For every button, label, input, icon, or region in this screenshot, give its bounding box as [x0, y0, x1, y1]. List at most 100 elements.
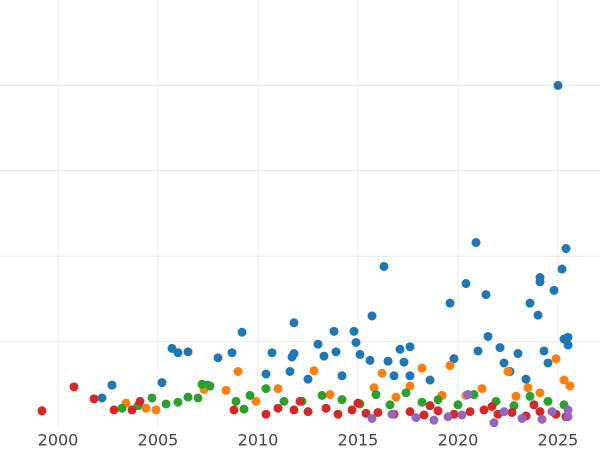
point — [481, 290, 491, 300]
point — [319, 351, 329, 361]
point — [37, 406, 47, 416]
point — [289, 405, 299, 415]
x-tick-label: 2010 — [238, 431, 279, 450]
point — [395, 344, 405, 354]
point — [535, 407, 545, 417]
point — [245, 390, 255, 400]
point — [471, 238, 481, 248]
point — [379, 261, 389, 271]
point — [317, 390, 327, 400]
point — [405, 342, 415, 352]
point — [303, 374, 313, 384]
point — [141, 403, 151, 413]
x-tick-label: 2025 — [538, 431, 579, 450]
x-tick-label: 2020 — [438, 431, 479, 450]
point — [509, 401, 519, 411]
point — [273, 384, 283, 394]
point — [161, 399, 171, 409]
point — [507, 407, 517, 417]
point — [419, 410, 429, 420]
point — [477, 384, 487, 394]
point — [405, 381, 415, 391]
point — [429, 415, 439, 425]
point — [109, 405, 119, 415]
point — [173, 397, 183, 407]
point — [411, 413, 421, 423]
point — [449, 354, 459, 364]
point — [369, 383, 379, 393]
point — [445, 361, 455, 371]
point — [535, 388, 545, 398]
point — [273, 403, 283, 413]
point — [385, 400, 395, 410]
point — [417, 397, 427, 407]
point — [521, 374, 531, 384]
point — [465, 407, 475, 417]
point — [261, 384, 271, 394]
point — [367, 413, 377, 423]
point — [417, 363, 427, 373]
point — [389, 371, 399, 381]
x-tick-label: 2000 — [38, 431, 79, 450]
point — [539, 346, 549, 356]
point — [399, 357, 409, 367]
point — [351, 337, 361, 347]
point — [559, 375, 569, 385]
point — [425, 375, 435, 385]
point — [261, 409, 271, 419]
point — [561, 244, 571, 254]
point — [267, 348, 277, 358]
point — [107, 380, 117, 390]
point — [391, 392, 401, 402]
point — [349, 326, 359, 336]
point — [333, 409, 343, 419]
point — [563, 405, 573, 415]
point — [285, 366, 295, 376]
point — [295, 396, 305, 406]
point — [321, 403, 331, 413]
point — [551, 354, 561, 364]
point — [513, 349, 523, 359]
point — [227, 348, 237, 358]
point — [151, 405, 161, 415]
point — [463, 390, 473, 400]
point — [487, 402, 497, 412]
point — [213, 353, 223, 363]
point — [69, 382, 79, 392]
point — [117, 403, 127, 413]
point — [479, 405, 489, 415]
point — [549, 285, 559, 295]
point — [373, 407, 383, 417]
point — [353, 398, 363, 408]
point — [547, 407, 557, 417]
point — [525, 298, 535, 308]
point — [537, 414, 547, 424]
point — [193, 393, 203, 403]
point — [361, 408, 371, 418]
point — [197, 379, 207, 389]
point — [453, 400, 463, 410]
point — [563, 332, 573, 342]
point — [387, 409, 397, 419]
point — [229, 405, 239, 415]
point — [147, 393, 157, 403]
point — [383, 356, 393, 366]
point — [337, 395, 347, 405]
point — [565, 381, 575, 391]
x-tick-label: 2015 — [338, 431, 379, 450]
point — [313, 339, 323, 349]
point — [329, 326, 339, 336]
point — [289, 349, 299, 359]
point — [279, 396, 289, 406]
point — [309, 366, 319, 376]
point — [461, 279, 471, 289]
point — [401, 388, 411, 398]
point — [543, 358, 553, 368]
point — [405, 407, 415, 417]
point — [157, 378, 167, 388]
point — [563, 340, 573, 350]
point — [347, 405, 357, 415]
point — [205, 381, 215, 391]
point — [371, 390, 381, 400]
